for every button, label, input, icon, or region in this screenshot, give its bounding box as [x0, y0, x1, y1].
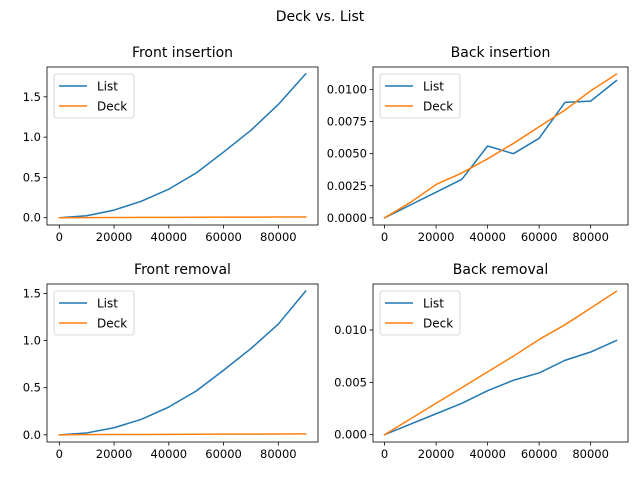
series-line-list	[383, 339, 618, 436]
legend-entry-list: List	[59, 80, 118, 94]
legend: List Deck	[379, 73, 461, 119]
series-line-deck	[58, 433, 307, 436]
legend-entry-deck: Deck	[59, 317, 127, 331]
series-line-list	[58, 290, 307, 436]
x-tick-label: 80000	[260, 447, 297, 461]
legend: List Deck	[53, 73, 135, 119]
y-tick-label: 1.5	[23, 90, 41, 104]
y-tick-label: 0.0100	[327, 83, 367, 97]
legend-label: List	[97, 80, 118, 94]
figure-title: Deck vs. List	[276, 9, 365, 25]
series-line-deck	[383, 290, 618, 436]
x-tick-label: 0	[56, 230, 63, 244]
y-tick-label: 1.0	[23, 334, 41, 348]
legend-label: Deck	[97, 100, 127, 114]
y-tick-label: 0.5	[23, 170, 41, 184]
y-tick-label: 0.0	[23, 211, 41, 225]
subplot-title: Front removal	[134, 262, 231, 278]
x-tick-label: 0	[381, 447, 388, 461]
x-tick-label: 80000	[572, 447, 609, 461]
subplot-title: Back removal	[453, 262, 548, 278]
y-tick-label: 0.000	[334, 428, 367, 442]
legend-box	[379, 73, 461, 119]
y-tick-label: 1.5	[23, 286, 41, 300]
x-tick-label: 80000	[260, 230, 297, 244]
y-tick-label: 0.0075	[327, 115, 367, 129]
y-tick-label: 0.0025	[327, 179, 367, 193]
legend-entry-list: List	[385, 80, 444, 94]
legend-entry-deck: Deck	[59, 100, 127, 114]
x-tick-label: 40000	[151, 447, 188, 461]
plot-frame	[46, 66, 319, 226]
legend-label: List	[423, 80, 444, 94]
y-tick-label: 0.0000	[327, 211, 367, 225]
plot-frame	[372, 283, 629, 443]
x-tick-label: 20000	[418, 230, 455, 244]
x-tick-label: 40000	[469, 447, 506, 461]
y-tick-label: 0.010	[334, 323, 367, 337]
legend: List Deck	[379, 290, 461, 336]
legend-entry-deck: Deck	[385, 317, 453, 331]
x-tick-label: 20000	[96, 230, 133, 244]
subplot-title: Front insertion	[132, 45, 233, 61]
legend-entry-deck: Deck	[385, 100, 453, 114]
series-line-deck	[383, 73, 618, 219]
subplot-front-removal: Front removal 0 20000 40000 60000 80000 0.0 0.…	[23, 262, 319, 461]
plot-frame	[372, 66, 629, 226]
legend-label: Deck	[97, 317, 127, 331]
legend-label: Deck	[423, 100, 453, 114]
x-tick-label: 60000	[205, 447, 242, 461]
x-tick-label: 60000	[205, 230, 242, 244]
subplot-title: Back insertion	[451, 45, 551, 61]
legend-box	[379, 290, 461, 336]
x-tick-label: 60000	[521, 230, 558, 244]
x-tick-label: 20000	[418, 447, 455, 461]
series-line-deck	[58, 216, 307, 219]
x-tick-label: 60000	[521, 447, 558, 461]
subplot-back-insertion: Back insertion 0 20000 40000 60000 80000 0.00…	[327, 45, 629, 244]
x-tick-label: 0	[56, 447, 63, 461]
y-tick-label: 0.0	[23, 428, 41, 442]
legend-box	[53, 290, 135, 336]
legend-entry-list: List	[59, 297, 118, 311]
legend-label: List	[97, 297, 118, 311]
legend-entry-list: List	[385, 297, 444, 311]
y-tick-label: 0.0050	[327, 147, 367, 161]
y-tick-label: 0.005	[334, 375, 367, 389]
legend-label: Deck	[423, 317, 453, 331]
y-tick-label: 0.5	[23, 381, 41, 395]
x-tick-label: 40000	[151, 230, 188, 244]
x-tick-label: 80000	[572, 230, 609, 244]
series-line-list	[58, 72, 307, 219]
legend: List Deck	[53, 290, 135, 336]
subplot-back-removal: Back removal 0 20000 40000 60000 80000 0.000 0…	[334, 262, 629, 461]
legend-box	[53, 73, 135, 119]
subplot-front-insertion: Front insertion 0 20000 40000 60000 80000 0.0…	[23, 45, 319, 244]
legend-label: List	[423, 297, 444, 311]
x-tick-label: 0	[381, 230, 388, 244]
plot-frame	[46, 283, 319, 443]
y-tick-label: 1.0	[23, 130, 41, 144]
series-line-list	[383, 79, 618, 219]
x-tick-label: 40000	[469, 230, 506, 244]
x-tick-label: 20000	[96, 447, 133, 461]
